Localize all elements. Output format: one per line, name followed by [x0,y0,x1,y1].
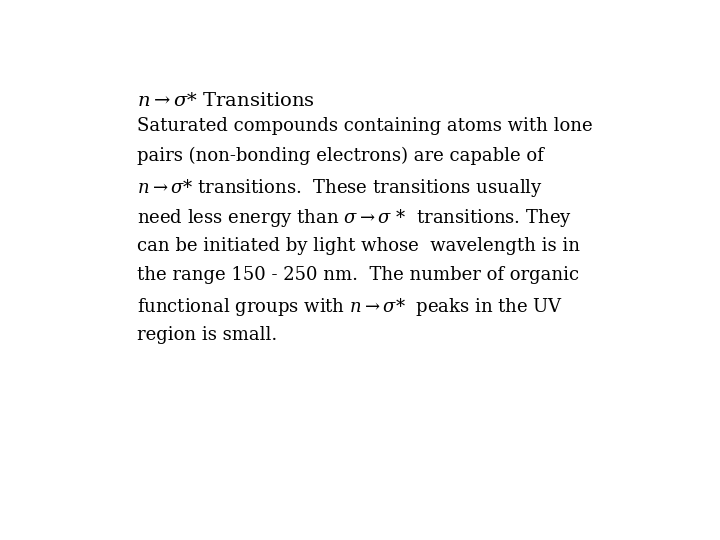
Text: the range 150 - 250 nm.  The number of organic: the range 150 - 250 nm. The number of or… [138,266,580,285]
Text: need less energy than $\sigma \rightarrow \sigma$ *  transitions. They: need less energy than $\sigma \rightarro… [138,207,572,228]
Text: pairs (non-bonding electrons) are capable of: pairs (non-bonding electrons) are capabl… [138,147,544,165]
Text: region is small.: region is small. [138,326,278,345]
Text: functional groups with $n \rightarrow \sigma$*  peaks in the UV: functional groups with $n \rightarrow \s… [138,296,564,319]
Text: $n \rightarrow \sigma$* Transitions: $n \rightarrow \sigma$* Transitions [138,92,315,110]
Text: can be initiated by light whose  wavelength is in: can be initiated by light whose waveleng… [138,237,580,254]
Text: Saturated compounds containing atoms with lone: Saturated compounds containing atoms wit… [138,117,593,135]
Text: $n \rightarrow \sigma$* transitions.  These transitions usually: $n \rightarrow \sigma$* transitions. The… [138,177,543,199]
